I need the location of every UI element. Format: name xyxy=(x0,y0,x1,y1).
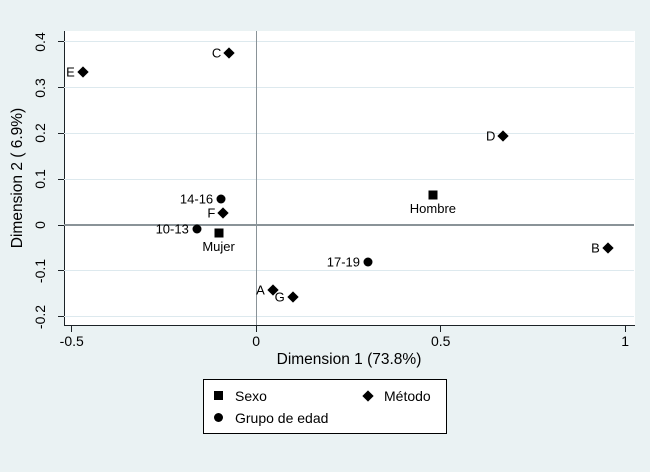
circle-marker-icon xyxy=(363,257,373,267)
circle-marker-icon xyxy=(192,224,202,234)
x-axis-tick xyxy=(71,326,73,332)
horizontal-gridline xyxy=(64,41,634,43)
x-axis-tick-label: 0 xyxy=(252,333,261,349)
horizontal-gridline xyxy=(64,178,634,180)
legend-item-grupo-de-edad: Grupo de edad xyxy=(214,407,364,428)
point-label-e: E xyxy=(66,64,75,80)
plot-area xyxy=(64,31,635,326)
point-label-d: D xyxy=(486,128,496,144)
point-label-c: C xyxy=(211,45,222,61)
legend: Sexo Método Grupo de edad xyxy=(203,379,447,434)
point-label-b: B xyxy=(591,240,600,256)
y-axis-tick-label-text: 0.1 xyxy=(32,169,48,189)
y-axis-tick xyxy=(58,178,64,180)
point-label-10-13: 10-13 xyxy=(155,221,189,237)
y-axis-tick xyxy=(58,270,64,272)
point-label-hombre: Hombre xyxy=(409,200,457,216)
diamond-marker-icon xyxy=(362,389,374,402)
point-label-f: F xyxy=(207,205,216,221)
circle-marker-icon xyxy=(214,413,223,422)
x-axis-tick xyxy=(624,326,626,332)
y-axis-tick xyxy=(58,132,64,134)
y-axis-tick-label-text: -0.2 xyxy=(32,304,48,329)
legend-grid: Sexo Método Grupo de edad xyxy=(204,380,446,433)
x-axis-tick xyxy=(440,326,442,332)
horizontal-gridline xyxy=(64,270,634,272)
y-axis-tick xyxy=(58,87,64,89)
y-axis-tick-label-text: -0.1 xyxy=(32,258,48,283)
horizontal-gridline xyxy=(64,87,634,89)
point-label-g: G xyxy=(274,289,285,305)
horizontal-gridline xyxy=(64,132,634,134)
point-label-14-16: 14-16 xyxy=(179,191,214,207)
x-axis-title: Dimension 1 (73.8%) xyxy=(276,351,422,368)
x-axis-tick-label: 1 xyxy=(621,333,630,349)
legend-item-sexo: Sexo xyxy=(214,385,364,406)
legend-label-grupo-de-edad: Grupo de edad xyxy=(235,409,329,426)
point-label-mujer: Mujer xyxy=(202,238,235,254)
legend-item-m-todo: Método xyxy=(362,385,446,406)
y-axis-title-text: Dimension 2 ( 6.9%) xyxy=(9,107,26,249)
point-label-17-19: 17-19 xyxy=(326,254,360,270)
y-axis-tick xyxy=(58,224,64,226)
y-zero-reference-line xyxy=(64,224,634,227)
x-axis-tick xyxy=(255,326,257,332)
x-axis-tick-label: 0.5 xyxy=(430,333,451,349)
point-label-a: A xyxy=(256,282,265,298)
y-axis-tick xyxy=(58,41,64,43)
horizontal-gridline xyxy=(64,316,634,318)
legend-label-m-todo: Método xyxy=(384,387,431,404)
y-axis-tick-label-text: 0 xyxy=(32,221,48,229)
y-axis-tick-label-text: 0.2 xyxy=(32,123,48,144)
y-axis-tick-label-text: 0.3 xyxy=(32,77,48,98)
y-axis-tick xyxy=(58,316,64,318)
x-zero-reference-line xyxy=(255,31,257,325)
circle-marker-icon xyxy=(216,194,226,204)
square-marker-icon xyxy=(428,190,438,200)
square-marker-icon xyxy=(214,228,224,238)
x-axis-tick-label: -0.5 xyxy=(59,333,84,349)
legend-label-sexo: Sexo xyxy=(235,387,267,404)
y-axis-tick-label-text: 0.4 xyxy=(32,32,48,52)
square-marker-icon xyxy=(214,391,223,400)
